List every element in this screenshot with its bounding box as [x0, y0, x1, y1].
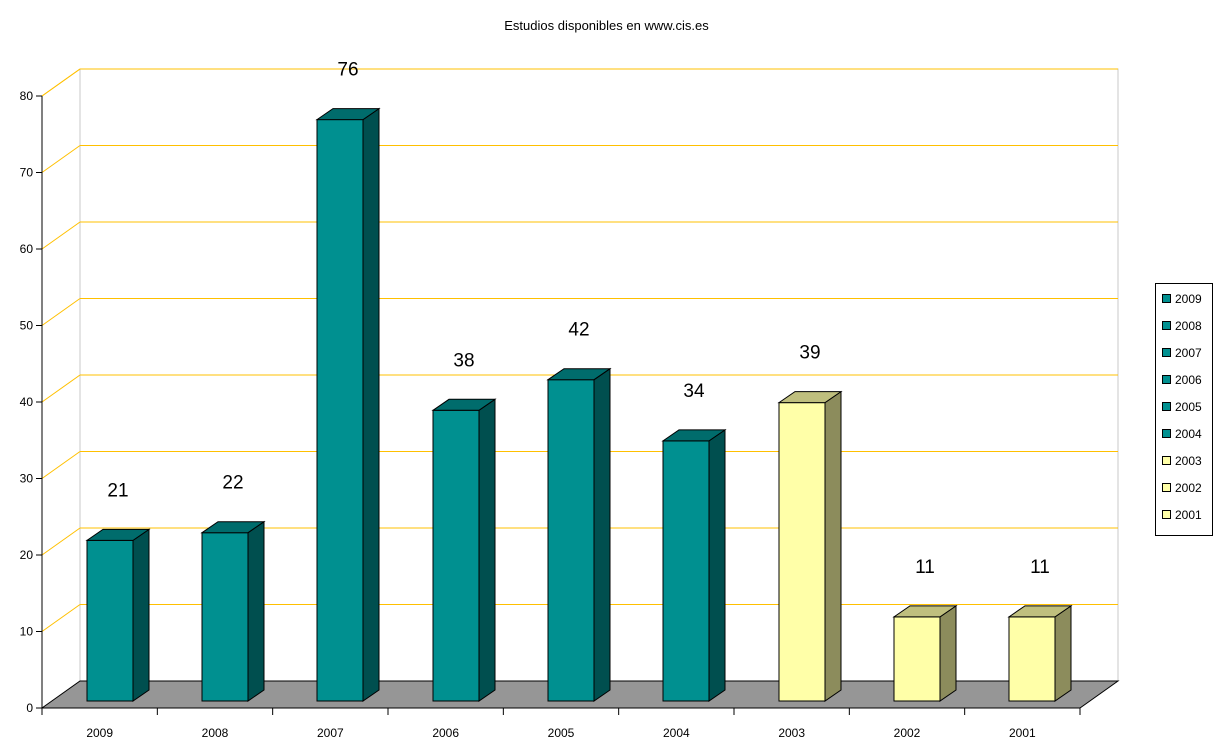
legend-swatch	[1162, 483, 1171, 493]
legend-item-2002: 2002	[1162, 480, 1202, 496]
x-tick-label: 2005	[548, 726, 575, 740]
legend-item-2003: 2003	[1162, 453, 1202, 469]
legend-swatch	[1162, 510, 1171, 520]
bar-top-2002	[892, 605, 958, 618]
legend-swatch	[1162, 402, 1171, 412]
bar-top-2003	[777, 391, 843, 404]
bar-front-2006	[432, 409, 480, 702]
y-tick-label: 10	[20, 625, 34, 639]
bar-side-2005	[593, 367, 611, 702]
gridline-side	[41, 68, 81, 97]
gridline-side	[41, 527, 81, 556]
data-label-2006: 38	[453, 350, 474, 371]
bar-front-2008	[201, 532, 249, 702]
bar-front-2002	[893, 616, 941, 702]
bar-top-2009	[85, 528, 151, 541]
legend-label: 2005	[1175, 400, 1202, 414]
legend-label: 2004	[1175, 427, 1202, 441]
y-tick-label: 70	[20, 166, 34, 180]
bar-side-2009	[132, 528, 150, 702]
x-tick-label: 2002	[894, 726, 921, 740]
bar-top-2007	[315, 108, 381, 121]
legend-item-2007: 2007	[1162, 345, 1202, 361]
bar-top-2001	[1007, 605, 1073, 618]
x-tick-label: 2007	[317, 726, 344, 740]
y-tick-label: 50	[20, 319, 34, 333]
data-label-2003: 39	[799, 343, 820, 364]
bar-front-2007	[316, 119, 364, 702]
x-tick-label: 2008	[202, 726, 229, 740]
bar-side-2003	[824, 390, 842, 702]
bar-top-2005	[546, 368, 612, 381]
legend-item-2005: 2005	[1162, 399, 1202, 415]
y-tick-label: 20	[20, 548, 34, 562]
legend-label: 2002	[1175, 481, 1202, 495]
data-label-2005: 42	[568, 320, 589, 341]
data-label-2002: 11	[915, 557, 935, 578]
legend-label: 2006	[1175, 373, 1202, 387]
legend-label: 2001	[1175, 508, 1202, 522]
legend-item-2006: 2006	[1162, 372, 1202, 388]
y-tick-label: 80	[20, 89, 34, 103]
legend-item-2004: 2004	[1162, 426, 1202, 442]
bar-top-2004	[661, 429, 727, 442]
legend-item-2008: 2008	[1162, 318, 1202, 334]
bar-front-2005	[547, 379, 595, 702]
legend-swatch	[1162, 456, 1171, 466]
legend-swatch	[1162, 321, 1171, 331]
legend-label: 2008	[1175, 319, 1202, 333]
data-label-2009: 21	[107, 480, 128, 501]
bar-front-2003	[778, 402, 826, 702]
bar-side-2002	[939, 604, 957, 702]
data-label-2004: 34	[683, 381, 705, 402]
bar-top-2008	[200, 521, 266, 534]
legend-item-2009: 2009	[1162, 291, 1202, 307]
bar-front-2009	[86, 539, 134, 702]
legend-swatch	[1162, 294, 1171, 304]
bar-side-2004	[708, 428, 726, 702]
legend-item-2001: 2001	[1162, 507, 1202, 523]
gridline-side	[41, 374, 81, 403]
y-tick-label: 60	[20, 242, 34, 256]
x-tick-label: 2004	[663, 726, 690, 740]
data-label-2007: 76	[337, 60, 358, 81]
bar-side-2008	[247, 520, 265, 702]
bar-side-2007	[362, 107, 380, 702]
gridline-side	[41, 298, 81, 326]
legend-label: 2003	[1175, 454, 1202, 468]
bar-front-2004	[662, 440, 710, 702]
x-tick-label: 2009	[86, 726, 113, 740]
legend-label: 2009	[1175, 292, 1202, 306]
y-tick-label: 0	[26, 701, 33, 715]
legend-label: 2007	[1175, 346, 1202, 360]
bar-side-2006	[478, 398, 496, 702]
bar-side-2001	[1054, 604, 1072, 702]
bar-front-2001	[1008, 616, 1056, 702]
legend-swatch	[1162, 429, 1171, 439]
gridline-side	[41, 604, 81, 632]
gridline-side	[41, 451, 81, 479]
x-tick-label: 2003	[778, 726, 805, 740]
y-tick-label: 40	[20, 395, 34, 409]
data-label-2001: 11	[1030, 557, 1050, 578]
x-tick-label: 2006	[432, 726, 459, 740]
gridline-side	[41, 221, 81, 250]
data-label-2008: 22	[222, 473, 243, 494]
chart-title: Estudios disponibles en www.cis.es	[504, 18, 709, 33]
legend: 2009 2008 2007 2006 2005 2004 2003 2002 2001	[1155, 283, 1213, 536]
x-tick-label: 2001	[1009, 726, 1036, 740]
y-tick-label: 30	[20, 472, 34, 486]
bar-top-2006	[431, 398, 497, 411]
legend-swatch	[1162, 375, 1171, 385]
legend-swatch	[1162, 348, 1171, 358]
gridline-side	[41, 145, 81, 173]
